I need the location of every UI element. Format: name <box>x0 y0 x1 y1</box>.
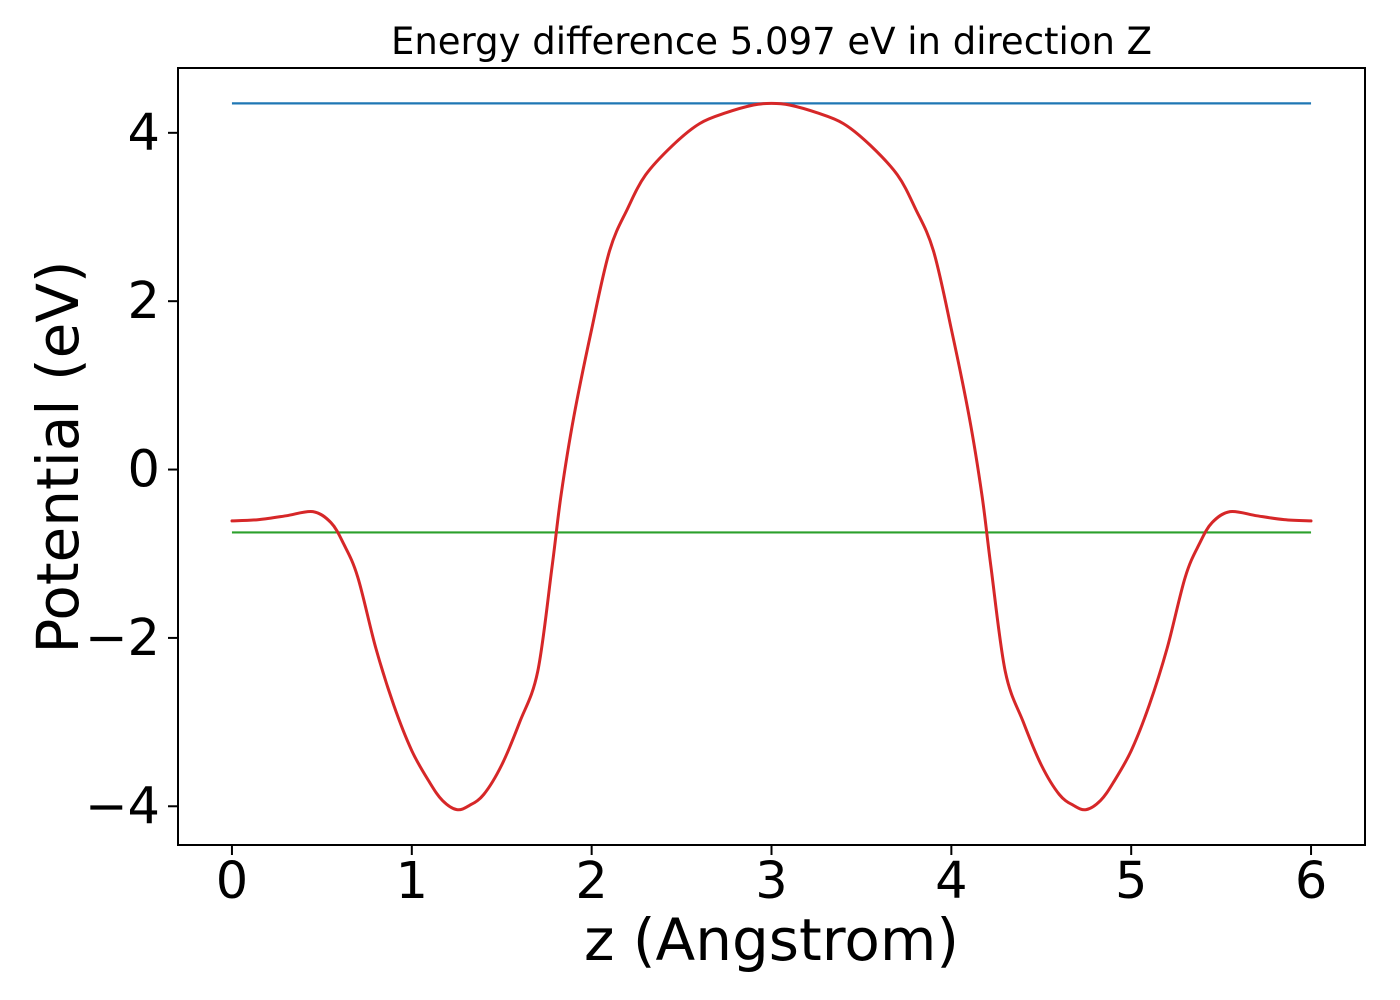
x-tick-label: 1 <box>396 852 428 911</box>
y-tick-label: 0 <box>128 441 160 500</box>
y-axis-label: Potential (eV) <box>24 260 92 654</box>
plot-border <box>177 67 1366 846</box>
x-tick-label: 5 <box>1115 852 1147 911</box>
x-tick-label: 4 <box>935 852 967 911</box>
x-axis-label: z (Angstrom) <box>584 906 959 974</box>
chart-title: Energy difference 5.097 eV in direction … <box>390 20 1153 63</box>
x-tick-label: 0 <box>216 852 248 911</box>
y-tick-label: −4 <box>85 777 160 836</box>
x-tick-label: 6 <box>1295 852 1327 911</box>
y-tick-label: −2 <box>85 609 160 668</box>
planar-averaged-potential-line <box>230 101 1313 812</box>
y-tick-label: 4 <box>128 104 160 163</box>
y-tick-label: 2 <box>128 272 160 331</box>
x-tick-label: 3 <box>755 852 787 911</box>
x-tick-label: 2 <box>575 852 607 911</box>
